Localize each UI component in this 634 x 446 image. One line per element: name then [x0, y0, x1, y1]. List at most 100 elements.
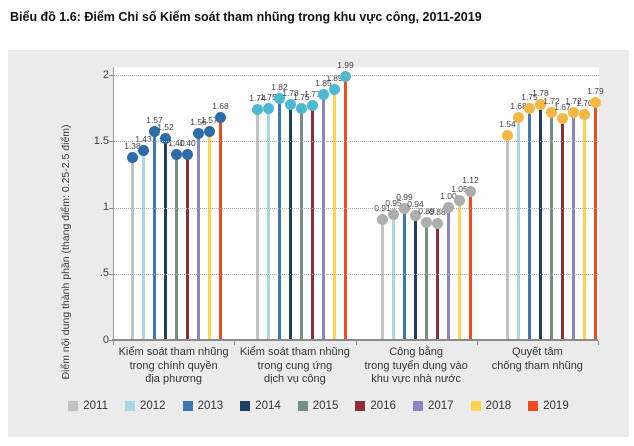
stem-bar: [278, 98, 281, 340]
data-point-value: 0.89: [418, 205, 435, 216]
lollipop-2012: 1.68: [510, 67, 527, 340]
lollipop-2014: 1.78: [532, 67, 549, 340]
y-tick-mark: [109, 273, 113, 275]
y-tick-label: .5: [99, 267, 109, 280]
stem-bar: [289, 104, 292, 340]
stem-bar: [561, 118, 564, 340]
stem-bar: [131, 157, 134, 340]
category-label-line: địa phương: [145, 373, 203, 385]
category-label-4: Quyết tâm chống tham nhũng: [477, 346, 598, 387]
y-tick-label: 2: [102, 68, 109, 81]
data-point-marker: [388, 208, 399, 220]
data-point-value: 1.68: [510, 100, 527, 111]
legend-swatch: [182, 401, 193, 411]
stem-bar: [539, 104, 542, 340]
data-point-value: 1.72: [543, 95, 560, 106]
gridline: [114, 141, 599, 143]
lollipop-2017: 1.00: [440, 67, 457, 340]
legend: 2011 2012 2013 2014 2015 2016 2017 2018 2019: [8, 400, 629, 412]
data-point-marker: [568, 106, 579, 118]
data-point-value: 1.89: [326, 73, 343, 84]
legend-swatch: [355, 401, 366, 411]
y-tick-label: 0: [102, 333, 109, 346]
data-point-marker: [215, 111, 226, 123]
x-tick-mark: [598, 341, 599, 345]
data-point-value: 0.94: [407, 198, 424, 209]
category-group-2: 1.74 1.75 1.82 1.78 1.75 1.77 1.85 1.89 1.99: [239, 60, 364, 340]
legend-item-2012: 2012: [124, 400, 166, 412]
lollipop-2011: 1.38: [124, 67, 141, 340]
lollipop-2014: 1.78: [282, 67, 299, 340]
data-point-value: 0.95: [385, 197, 402, 208]
data-point-marker: [410, 209, 421, 221]
legend-year-label: 2011: [83, 400, 108, 412]
lollipop-2012: 0.95: [385, 67, 402, 340]
data-point-value: 1.75: [260, 91, 277, 102]
gridline: [114, 273, 599, 275]
category-label-line: khu vực nhà nước: [371, 373, 462, 385]
data-point-marker: [524, 102, 535, 114]
lollipop-2016: 0.88: [429, 67, 446, 340]
data-point-marker: [274, 93, 285, 105]
stem-bar: [381, 219, 384, 340]
lollipop-2018: 1.57: [201, 67, 218, 340]
legend-year-label: 2012: [139, 400, 166, 412]
stem-bar: [311, 105, 314, 340]
lollipop-2012: 1.43: [135, 67, 152, 340]
legend-swatch: [297, 401, 308, 411]
data-point-value: 1.75: [293, 91, 310, 102]
data-point-marker: [454, 195, 465, 207]
legend-year-label: 2015: [312, 400, 339, 412]
data-point-value: 1.79: [587, 86, 604, 97]
stem-bar: [267, 108, 270, 340]
data-point-marker: [535, 98, 546, 110]
legend-year-label: 2017: [427, 400, 454, 412]
y-axis-label: Điểm nội dung thành phần (thang điểm: 0.…: [60, 124, 72, 380]
lollipop-2015: 0.89: [418, 67, 435, 340]
data-point-marker: [263, 102, 274, 114]
category-label-line: Kiểm soát tham nhũng: [239, 346, 350, 358]
data-point-marker: [296, 102, 307, 114]
category-group-1: 1.38 1.43 1.57 1.52 1.40 1.40 1.56 1.57 1.68: [114, 67, 239, 340]
lollipop-2011: 1.74: [249, 67, 266, 340]
stem-bar: [469, 191, 472, 340]
legend-swatch: [412, 401, 423, 411]
data-point-value: 1.70: [576, 98, 593, 109]
data-point-marker: [127, 151, 138, 163]
legend-item-2013: 2013: [182, 400, 223, 412]
data-point-marker: [307, 99, 318, 111]
lollipop-2011: 1.54: [499, 67, 516, 340]
category-group-4: 1.54 1.68 1.75 1.78 1.72 1.67 1.72 1.70 1.79: [489, 67, 614, 340]
data-point-value: 1.57: [146, 115, 163, 126]
legend-swatch: [528, 401, 539, 411]
data-point-value: 1.52: [157, 122, 174, 133]
data-point-value: 1.78: [282, 87, 299, 98]
lollipop-2014: 0.94: [407, 67, 424, 340]
data-point-value: 1.00: [440, 191, 457, 201]
legend-year-label: 2019: [543, 400, 569, 412]
data-point-value: 1.75: [521, 91, 538, 102]
data-point-marker: [513, 111, 524, 123]
legend-item-2011: 2011: [68, 400, 108, 412]
lollipop-2018: 1.70: [576, 67, 593, 340]
lollipop-2013: 1.75: [521, 67, 538, 340]
data-point-value: 1.67: [554, 102, 571, 113]
data-point-value: 0.88: [429, 206, 446, 217]
x-axis-line: [112, 339, 598, 341]
x-tick-mark: [476, 341, 478, 345]
stem-bar: [208, 131, 211, 340]
data-point-marker: [432, 217, 443, 229]
x-tick-mark: [113, 341, 114, 345]
stem-bar: [550, 112, 553, 340]
stem-bar: [583, 114, 586, 340]
lollipop-2017: 1.85: [315, 67, 332, 340]
category-label-line: trong cung ứng: [257, 359, 333, 372]
data-point-marker: [579, 109, 590, 121]
legend-swatch: [68, 401, 79, 411]
lollipop-2015: 1.72: [543, 67, 560, 340]
y-tick-label: 1.5: [93, 134, 109, 147]
lollipop-2019: 1.12: [462, 67, 479, 340]
data-point-marker: [182, 149, 193, 160]
stem-bar: [528, 108, 531, 340]
